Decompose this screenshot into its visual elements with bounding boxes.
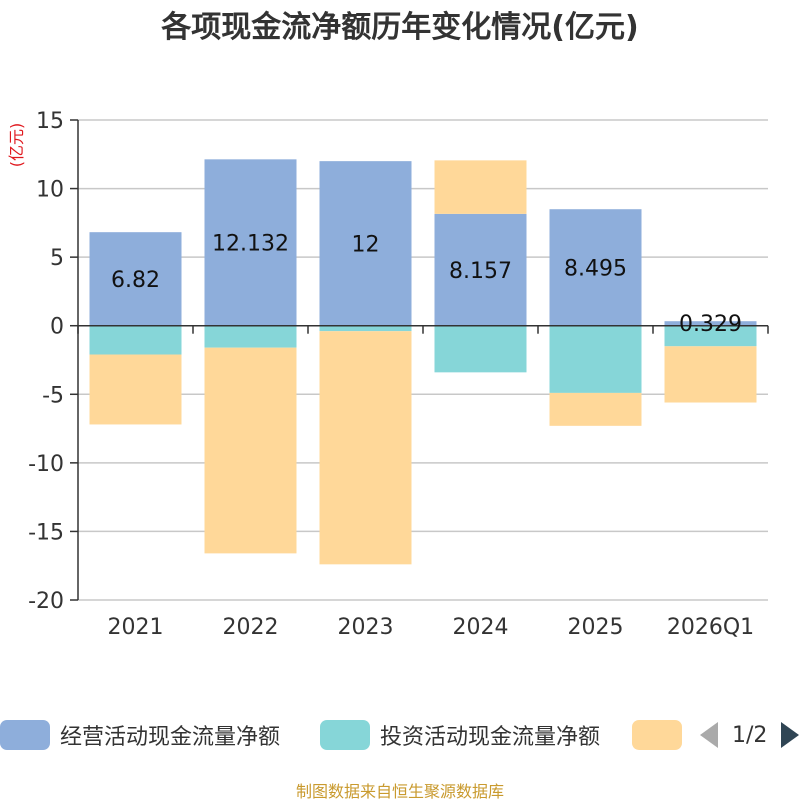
bar-2024-series-0: [434, 213, 527, 326]
bar-2021-series-2: [89, 354, 182, 425]
legend-prev-page-icon[interactable]: [700, 722, 718, 748]
bar-2021-series-0: [89, 232, 182, 326]
x-tick-label: 2021: [108, 615, 164, 640]
chart-title: 各项现金流净额历年变化情况(亿元): [161, 10, 639, 45]
bar-2025-series-0: [549, 209, 642, 326]
y-tick-label: -15: [28, 520, 64, 545]
x-tick-label: 2026Q1: [667, 615, 754, 640]
bar-2023-series-1: [319, 325, 412, 332]
y-tick-label: -20: [28, 589, 64, 614]
data-label: 6.82: [111, 268, 160, 293]
bar-2026Q1-series-1: [664, 325, 757, 347]
bar-2023-series-2: [319, 331, 412, 565]
bar-2024-series-2: [434, 160, 527, 214]
legend-item-operating[interactable]: 经营活动现金流量净额: [0, 712, 280, 758]
legend-pager: 1/2: [700, 712, 800, 758]
legend-swatch-financing: [632, 720, 682, 750]
legend-page-indicator: 1/2: [732, 722, 768, 748]
y-tick-label: -10: [28, 452, 64, 477]
y-tick-label: 15: [36, 109, 64, 134]
legend-item-investing[interactable]: 投资活动现金流量净额: [320, 712, 600, 758]
bar-2024-series-1: [434, 325, 527, 373]
data-label: 8.495: [564, 256, 627, 281]
x-tick-label: 2022: [223, 615, 279, 640]
bar-2025-series-2: [549, 392, 642, 426]
x-tick-label: 2024: [453, 615, 509, 640]
y-tick-label: 0: [50, 315, 64, 340]
y-axis-unit-label: (亿元): [7, 123, 26, 168]
chart-plot: 15 10 5 0 -5 -10 -15 -20 (亿元) 2021 2022 2023 2024 202…: [7, 109, 769, 640]
y-tick-label: 10: [36, 178, 64, 203]
bar-2026Q1-series-0: [664, 321, 757, 326]
data-label: 8.157: [449, 259, 512, 284]
bar-2022-series-1: [204, 325, 297, 348]
legend-label-investing: 投资活动现金流量净额: [380, 725, 601, 750]
bar-2022-series-2: [204, 347, 297, 554]
legend-item-financing[interactable]: [632, 712, 692, 758]
legend: 经营活动现金流量净额 投资活动现金流量净额 1/2: [0, 712, 800, 758]
source-note: 制图数据来自恒生聚源数据库: [295, 782, 504, 800]
data-label: 12: [352, 232, 380, 257]
bar-2022-series-0: [204, 159, 297, 326]
x-tick-label: 2025: [568, 615, 624, 640]
x-tick-label: 2023: [338, 615, 394, 640]
data-label: 12.132: [212, 232, 289, 257]
legend-label-operating: 经营活动现金流量净额: [60, 725, 281, 750]
data-label: 0.329: [679, 312, 742, 337]
legend-next-page-icon[interactable]: [781, 722, 800, 748]
bar-2025-series-1: [549, 325, 642, 393]
y-tick-label: -5: [42, 383, 64, 408]
bar-2023-series-0: [319, 161, 412, 326]
legend-swatch-operating: [0, 720, 50, 750]
y-tick-label: 5: [50, 246, 64, 271]
legend-swatch-investing: [320, 720, 370, 750]
bar-2021-series-1: [89, 325, 182, 355]
bar-2026Q1-series-2: [664, 346, 757, 403]
